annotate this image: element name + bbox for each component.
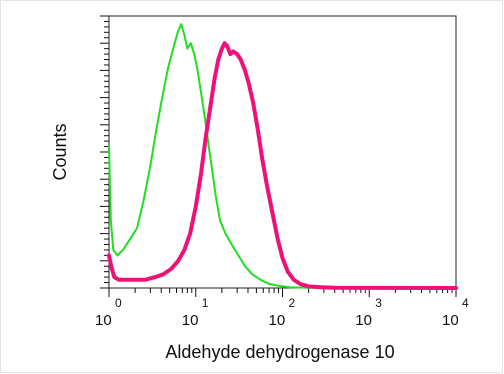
x-axis-title: Aldehyde dehydrogenase 10 — [165, 342, 394, 362]
x-tick-exponent-0: 0 — [115, 296, 122, 310]
x-tick-exponent-1: 1 — [202, 296, 209, 310]
series-line-1 — [107, 41, 458, 290]
x-tick-label-1: 10 — [182, 312, 199, 329]
x-tick-label-2: 10 — [269, 312, 286, 329]
x-tick-exponent-3: 3 — [375, 296, 382, 310]
series-line-0 — [108, 23, 457, 289]
series-layer — [107, 23, 458, 290]
y-axis-ticks — [100, 15, 109, 289]
x-tick-exponent-2: 2 — [289, 296, 296, 310]
y-axis-title: Counts — [50, 123, 70, 180]
x-tick-label-4: 10 — [442, 312, 459, 329]
plot-area — [108, 15, 457, 289]
x-tick-label-3: 10 — [355, 312, 372, 329]
x-tick-exponent-4: 4 — [462, 296, 469, 310]
x-tick-label-0: 10 — [95, 312, 112, 329]
